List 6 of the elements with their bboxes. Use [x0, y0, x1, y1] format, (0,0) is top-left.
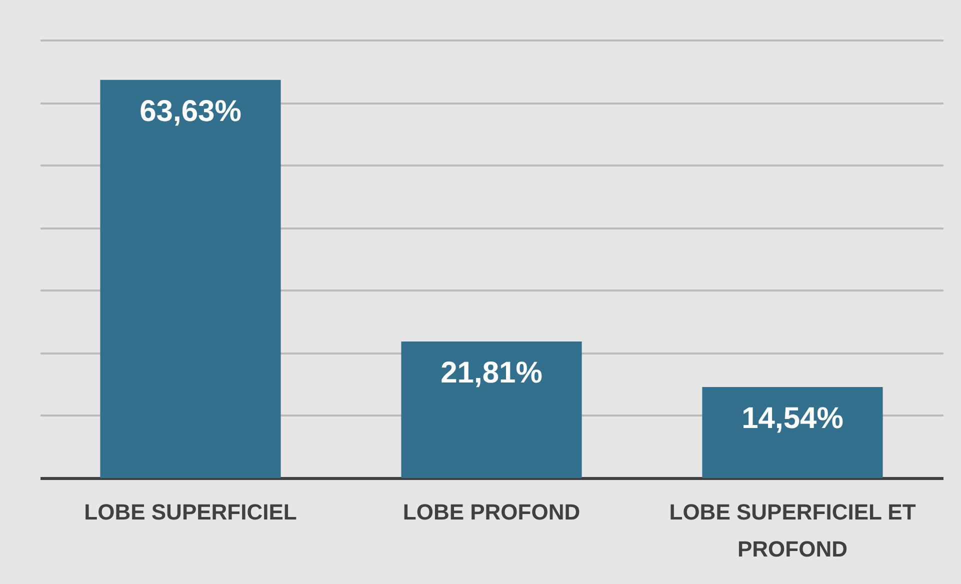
- data-label: 14,54%: [742, 402, 844, 436]
- x-tick-label: LOBE SUPERFICIEL ET PROFOND: [669, 500, 916, 562]
- data-label: 21,81%: [440, 356, 542, 390]
- data-label: 63,63%: [140, 94, 242, 128]
- x-tick-label: LOBE SUPERFICIEL: [84, 500, 297, 524]
- x-tick-label: LOBE PROFOND: [402, 500, 580, 524]
